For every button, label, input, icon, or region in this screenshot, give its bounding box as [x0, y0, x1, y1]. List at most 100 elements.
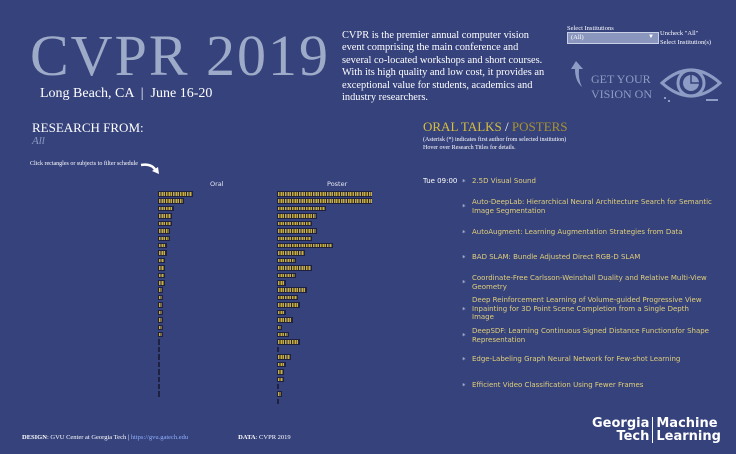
logo-text: Machine [656, 416, 718, 431]
filter-hint: Click rectangles or subjects to filter s… [30, 161, 138, 167]
poster-bar[interactable] [277, 198, 372, 204]
gvu-link[interactable]: https://gvu.gatech.edu [130, 434, 189, 441]
oral-column-header: Oral [210, 180, 224, 188]
oral-bar[interactable] [158, 242, 168, 249]
institution-label: Select Institutions [567, 25, 614, 32]
talks-note: (Asterisk (*) indicates first author fro… [423, 136, 566, 152]
logo-text: Georgia [592, 416, 650, 431]
footer: DESIGN: GVU Center at Georgia Tech | htt… [22, 434, 291, 441]
oral-bar[interactable] [158, 235, 170, 242]
poster-bar[interactable] [277, 317, 294, 323]
research-title: RESEARCH FROM: [32, 120, 144, 135]
poster-bar[interactable] [277, 191, 372, 197]
talk-title[interactable]: BAD SLAM: Bundle Adjusted Direct RGB-D S… [472, 253, 641, 261]
oral-bar[interactable] [158, 383, 161, 390]
research-selected: All [32, 135, 45, 147]
institution-hint: Uncheck "All" Select Institution(s) [660, 29, 711, 47]
poster-bar[interactable] [277, 242, 333, 249]
talk-title[interactable]: DeepSDF: Learning Continuous Signed Dist… [472, 327, 709, 344]
oral-bar[interactable] [158, 191, 193, 197]
oral-talks-tab[interactable]: ORAL TALKS [423, 119, 502, 134]
poster-bar[interactable] [277, 324, 282, 331]
poster-bar[interactable] [277, 257, 296, 264]
bullet-icon: * [462, 305, 466, 314]
oral-bar[interactable] [158, 280, 165, 286]
oral-bar[interactable] [158, 309, 163, 316]
talk-title[interactable]: Edge-Labeling Graph Neural Network for F… [472, 355, 681, 363]
poster-bar[interactable] [277, 280, 287, 286]
posters-tab[interactable]: POSTERS [511, 119, 568, 134]
poster-column-header: Poster [327, 180, 348, 188]
poster-bar[interactable] [277, 346, 280, 353]
poster-bar[interactable] [277, 361, 287, 368]
georgia-tech-ml-logo: Georgia Tech Machine Learning [592, 417, 721, 443]
poster-bar[interactable] [277, 220, 312, 227]
oral-bar[interactable] [158, 250, 168, 256]
oral-bar[interactable] [158, 331, 163, 338]
talks-title: ORAL TALKS / POSTERS [423, 119, 568, 135]
poster-bar[interactable] [277, 369, 284, 375]
bullet-icon: * [462, 332, 466, 341]
oral-bar[interactable] [158, 354, 161, 360]
poster-bar[interactable] [277, 383, 280, 390]
location-dates: Long Beach, CA | June 16-20 [40, 86, 212, 102]
poster-bar[interactable] [277, 309, 287, 316]
oral-bar[interactable] [158, 220, 172, 227]
bullet-icon: * [462, 229, 466, 237]
oral-bar[interactable] [158, 265, 165, 271]
promo-line: VISION ON [591, 87, 652, 101]
oral-bar[interactable] [158, 346, 161, 353]
poster-bar[interactable] [277, 294, 298, 301]
oral-bar[interactable] [158, 361, 161, 368]
poster-bar[interactable] [277, 235, 312, 242]
oral-bar[interactable] [158, 317, 163, 323]
poster-bar[interactable] [277, 205, 326, 212]
poster-bar[interactable] [277, 339, 301, 345]
poster-bar[interactable] [277, 354, 291, 360]
oral-bar[interactable] [158, 257, 165, 264]
talk-title[interactable]: 2.5D Visual Sound [472, 177, 536, 185]
oral-bar[interactable] [158, 294, 163, 301]
up-arrow-icon [571, 61, 583, 87]
poster-bar[interactable] [277, 302, 301, 308]
oral-bar[interactable] [158, 198, 184, 204]
talk-title[interactable]: Efficient Video Classification Using Few… [472, 381, 644, 389]
data-credit: : CVPR 2019 [255, 434, 291, 441]
talk-title[interactable]: Deep Reinforcement Learning of Volume-gu… [472, 296, 702, 322]
oral-bar[interactable] [158, 228, 170, 234]
poster-bar[interactable] [277, 228, 317, 234]
oral-bar[interactable] [158, 391, 161, 397]
bullet-icon: * [462, 178, 466, 186]
poster-bar[interactable] [277, 287, 308, 293]
poster-bar[interactable] [277, 213, 317, 219]
talk-title[interactable]: AutoAugment: Learning Augmentation Strat… [472, 228, 683, 236]
talk-title[interactable]: Coordinate-Free Carlsson-Weinshall Duali… [472, 274, 707, 291]
talk-title[interactable]: Auto-DeepLab: Hierarchical Neural Archit… [472, 198, 712, 215]
oral-bar[interactable] [158, 287, 163, 293]
oral-bar[interactable] [158, 213, 172, 219]
poster-bar[interactable] [277, 391, 282, 397]
page-title: CVPR 2019 [30, 23, 331, 88]
oral-bar[interactable] [158, 324, 163, 331]
oral-bar[interactable] [158, 205, 175, 212]
bullet-icon: * [462, 382, 466, 390]
institution-select[interactable]: (All) ▼ [567, 32, 659, 44]
time-slot: Tue 09:00 [423, 177, 458, 185]
oral-bar[interactable] [158, 369, 161, 375]
description: CVPR is the premier annual computer visi… [342, 30, 545, 104]
poster-bar[interactable] [277, 272, 296, 279]
bullet-icon: * [462, 203, 466, 212]
oral-bar[interactable] [158, 376, 161, 382]
poster-bar[interactable] [277, 250, 305, 256]
oral-bar[interactable] [158, 339, 161, 345]
poster-bar[interactable] [277, 376, 284, 382]
poster-bar[interactable] [277, 398, 280, 405]
note-line: Hover over Research Titles for details. [423, 145, 516, 151]
logo-text: Tech [616, 429, 650, 444]
oral-bar[interactable] [158, 272, 165, 279]
oral-bar[interactable] [158, 302, 163, 308]
poster-bar[interactable] [277, 265, 312, 271]
data-label: DATA [238, 434, 256, 441]
poster-bar[interactable] [277, 331, 289, 338]
note-line: (Asterisk (*) indicates first author fro… [423, 137, 567, 143]
